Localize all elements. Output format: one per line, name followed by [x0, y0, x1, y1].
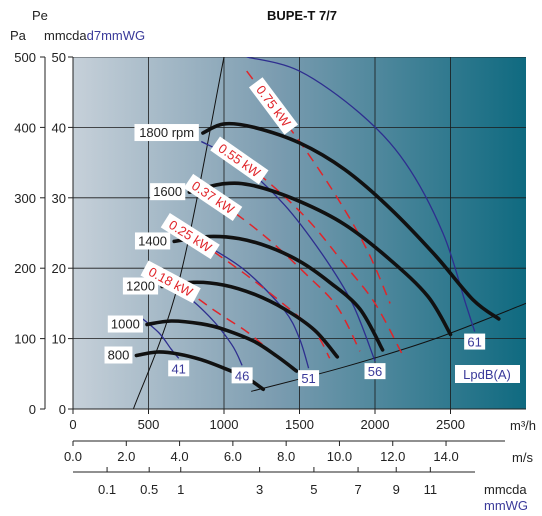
x-tick-label-4: 2000 [361, 417, 390, 432]
speed-label-2: 1400 [138, 233, 167, 248]
velocity-tick-label-0: 0.0 [64, 449, 82, 464]
speed-curve-3 [160, 280, 340, 359]
left-tick-label-5: 500 [14, 50, 36, 65]
velocity-tick-label-7: 14.0 [433, 449, 458, 464]
speed-label-box-4 [107, 315, 143, 333]
speed-label-box-2 [134, 232, 171, 250]
noise-legend: LpdB(A) [463, 367, 511, 382]
boundary-line-1 [251, 302, 526, 392]
speed-label-3: 1200 [126, 279, 155, 294]
speed-label-5: 800 [108, 347, 130, 362]
x-tick-label-2: 1000 [210, 417, 239, 432]
noise-label-box-2 [298, 370, 320, 387]
dynamic-pressure-tick-label-4: 5 [310, 482, 317, 497]
left-tick-label-4: 400 [14, 120, 36, 135]
dynamic-pressure-tick-label-2: 1 [177, 482, 184, 497]
power-label-box-3 [160, 213, 220, 260]
mmcda-unit-prefix: mmcda [44, 28, 87, 43]
x-tick-label-1: 500 [138, 417, 160, 432]
x-tick-label-5: 2500 [436, 417, 465, 432]
x-axis-unit: m³/h [510, 418, 536, 433]
noise-label-1: 46 [235, 368, 249, 383]
noise-label-box-3 [364, 363, 386, 380]
noise-label-box-1 [231, 367, 253, 384]
x-tick-label-0: 0 [69, 417, 76, 432]
speed-curve-0 [201, 121, 501, 321]
velocity-tick-label-5: 10.0 [327, 449, 352, 464]
speed-label-1: 1600 [153, 184, 182, 199]
dynamic-pressure-tick-label-7: 11 [424, 482, 438, 497]
speed-label-0: 1800 rpm [139, 125, 194, 140]
mmcda-tick-label-0: 0 [59, 402, 66, 417]
dynamic-pressure-tick-label-5: 7 [354, 482, 361, 497]
noise-label-box-0 [168, 360, 190, 377]
velocity-axis-unit: m/s [512, 450, 533, 465]
mmcda-tick-label-1: 10 [52, 332, 66, 347]
left-axis-unit: Pa [10, 28, 27, 43]
speed-label-box-3 [122, 277, 159, 295]
noise-label-3: 56 [368, 364, 382, 379]
speed-curve-1 [187, 181, 453, 337]
dynamic-pressure-tick-label-0: 0.1 [98, 482, 116, 497]
left-tick-label-2: 200 [14, 261, 36, 276]
power-label-box-2 [183, 173, 243, 221]
velocity-tick-label-6: 12.0 [380, 449, 405, 464]
speed-label-box-5 [104, 346, 133, 364]
dynamic-pressure-tick-label-3: 3 [256, 482, 263, 497]
left-axis-unit-top: Pe [32, 8, 48, 23]
power-label-box-4 [140, 260, 201, 304]
speed-curve-2 [172, 234, 385, 352]
curves [132, 57, 526, 409]
mmcda-tick-label-5: 50 [52, 50, 66, 65]
speed-label-4: 1000 [111, 317, 140, 332]
left-tick-label-0: 0 [29, 402, 36, 417]
noise-label-box-4 [464, 333, 486, 350]
speed-curve-4 [145, 319, 299, 373]
velocity-tick-label-4: 8.0 [277, 449, 295, 464]
left-tick-label-1: 100 [14, 332, 36, 347]
dynamic-pressure-unit-bottom: mmWG [484, 498, 528, 513]
dynamic-pressure-tick-label-6: 9 [393, 482, 400, 497]
speed-label-box-0 [134, 124, 199, 142]
noise-label-2: 51 [301, 371, 315, 386]
velocity-tick-label-2: 4.0 [171, 449, 189, 464]
mmcda-tick-label-2: 20 [52, 261, 66, 276]
mmcda-tick-label-3: 30 [52, 191, 66, 206]
mmcda-unit-suffix: d7mmWG [87, 28, 146, 43]
speed-label-box-1 [150, 183, 186, 201]
mmcda-tick-label-4: 40 [52, 120, 66, 135]
noise-label-0: 41 [171, 361, 185, 376]
x-tick-label-3: 1500 [285, 417, 314, 432]
velocity-tick-label-3: 6.0 [224, 449, 242, 464]
velocity-tick-label-1: 2.0 [117, 449, 135, 464]
chart-title: BUPE-T 7/7 [267, 8, 337, 23]
noise-label-4: 61 [467, 335, 481, 350]
power-label-box-1 [210, 136, 269, 185]
power-label-box-0 [248, 77, 299, 135]
mmcda-axis-unit: mmcdad7mmWG [44, 28, 145, 43]
power-line-1 [215, 144, 403, 355]
noise-curve-61 [246, 57, 476, 332]
boundary-line-0 [132, 57, 225, 409]
dynamic-pressure-unit-top: mmcda [484, 482, 527, 497]
left-tick-label-3: 300 [14, 191, 36, 206]
noise-legend-box [455, 365, 520, 383]
dynamic-pressure-tick-label-1: 0.5 [140, 482, 158, 497]
